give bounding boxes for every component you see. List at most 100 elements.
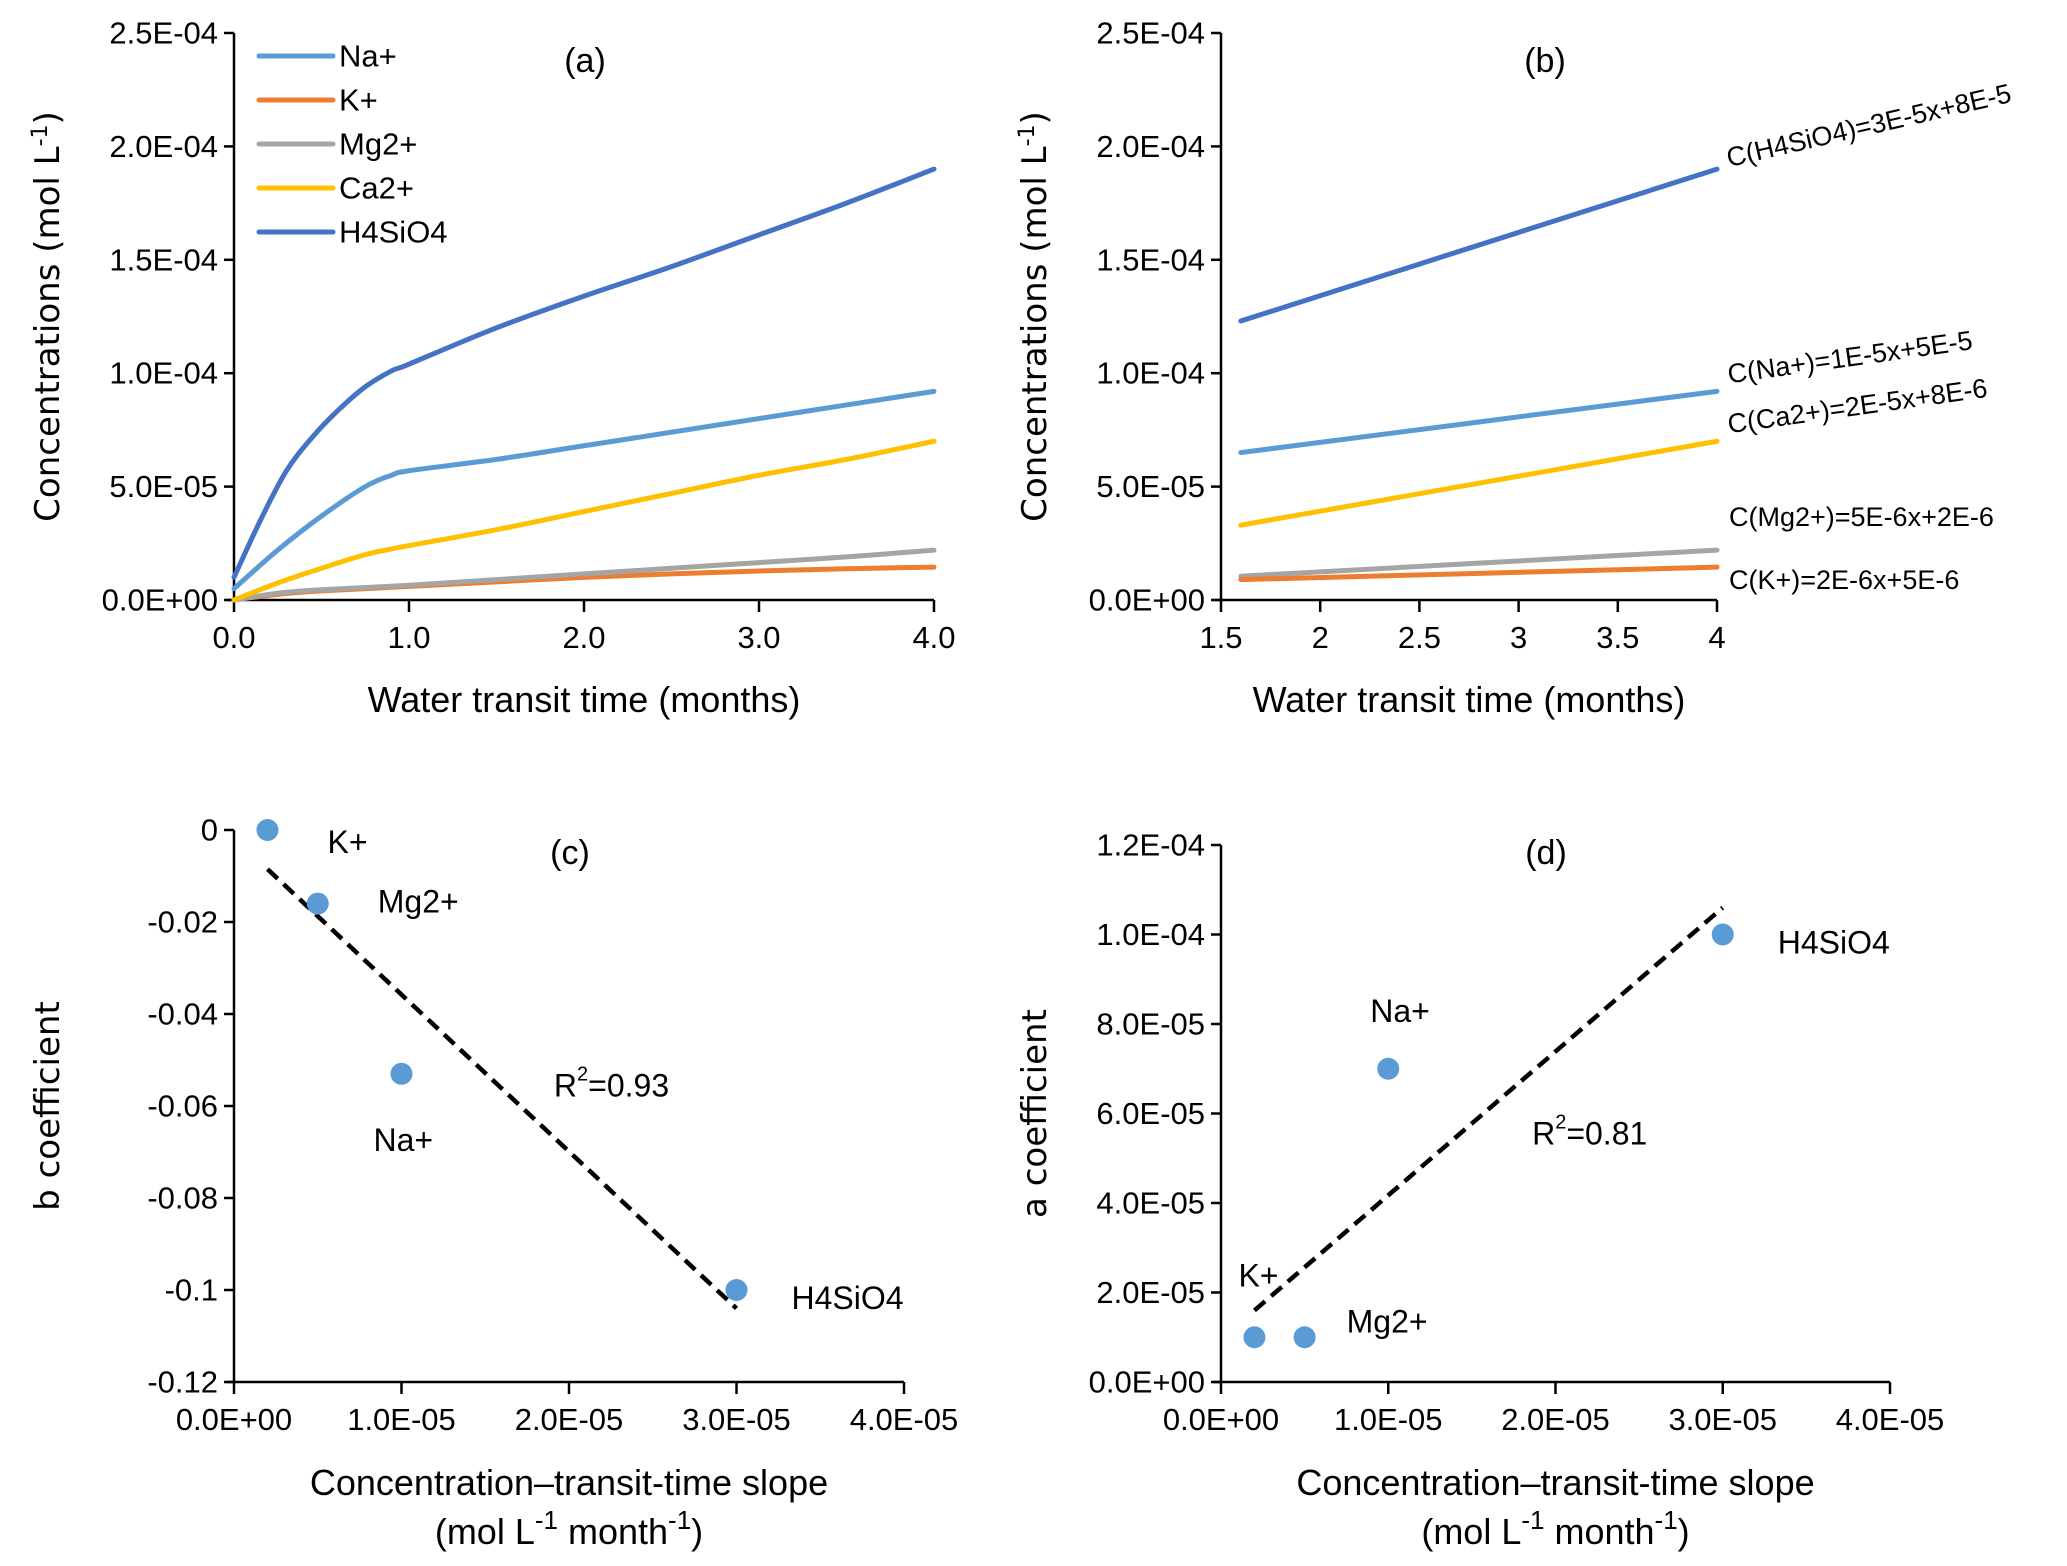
data-point-Na	[1377, 1057, 1400, 1080]
y-tick-label: 2.5E-04	[109, 16, 218, 51]
x-tick-label: 2.0E-05	[1501, 1402, 1610, 1437]
series-line-Ca2	[231, 438, 937, 603]
r-squared-label: R2=0.81	[1532, 1112, 1647, 1152]
y-tick-label: -0.04	[147, 997, 218, 1032]
panel-label: (b)	[1524, 42, 1566, 80]
panel-a: (a) 0.0E+00 5.0E-05 1.0E-04 1.5E-04 2.0E-04 2.…	[28, 16, 956, 721]
legend-entry: K+	[339, 83, 378, 118]
point-label: H4SiO4	[792, 1280, 904, 1316]
x-tick-label: 2.0	[562, 620, 605, 655]
x-tick-label: 1.0E-05	[1334, 1402, 1443, 1437]
trendline	[265, 867, 739, 1311]
y-tick-label: 1.5E-04	[1096, 242, 1205, 277]
y-tick-label: 4.0E-05	[1096, 1186, 1205, 1221]
y-tick-label: 1.2E-04	[1096, 828, 1205, 863]
y-tick-label: 0.0E+00	[1089, 583, 1205, 618]
series-line-H4SiO4	[1238, 166, 1720, 324]
x-tick-label: 4.0E-05	[1836, 1402, 1945, 1437]
legend-entry: H4SiO4	[339, 215, 448, 250]
y-tick-label: -0.02	[147, 905, 218, 940]
panel-label: (c)	[550, 834, 590, 872]
series-line-Na	[231, 388, 937, 592]
y-tick-label: -0.08	[147, 1181, 218, 1216]
x-tick-label: 1.0E-05	[347, 1402, 456, 1437]
panel-label: (a)	[564, 42, 606, 80]
x-tick-label: 0.0	[212, 620, 255, 655]
y-tick-label: 1.0E-04	[109, 356, 218, 391]
point-label: Mg2+	[378, 884, 459, 920]
series-line-K	[1238, 564, 1720, 583]
series-line-Mg2	[1238, 547, 1720, 579]
x-tick-label: 0.0E+00	[176, 1402, 292, 1437]
x-tick-label: 2.5	[1398, 620, 1441, 655]
data-point-Na	[390, 1062, 413, 1085]
data-point-Mg2	[306, 892, 329, 915]
y-tick-label: -0.1	[165, 1273, 218, 1308]
x-tick-label: 3.0E-05	[682, 1402, 791, 1437]
y-tick-label: 1.0E-04	[1096, 356, 1205, 391]
panel-d: (d) 0.0E+00 2.0E-05 4.0E-05 6.0E-05 8.0E-05 1.…	[1015, 828, 1944, 1553]
x-tick-label: 1.5	[1199, 620, 1242, 655]
point-label: Mg2+	[1347, 1303, 1428, 1339]
series-line-Na	[1238, 388, 1720, 456]
equation-label: C(Mg2+)=5E-6x+2E-6	[1729, 502, 1994, 532]
point-label: Na+	[374, 1122, 434, 1158]
legend: Na+ K+ Mg2+ Ca2+ H4SiO4	[256, 39, 448, 250]
point-label: K+	[1238, 1257, 1278, 1293]
y-tick-label: 1.0E-04	[1096, 917, 1205, 952]
y-tick-label: -0.12	[147, 1365, 218, 1400]
y-axis-title: Concentrations (mol L-1)	[1015, 111, 1056, 522]
point-label: H4SiO4	[1778, 925, 1890, 961]
y-tick-label: 0.0E+00	[102, 583, 218, 618]
y-axis-title: Concentrations (mol L-1)	[28, 111, 69, 522]
x-tick-label: 4	[1708, 620, 1725, 655]
y-tick-label: -0.06	[147, 1089, 218, 1124]
panel-b: (b) 0.0E+00 5.0E-05 1.0E-04 1.5E-04 2.0E-04 2.…	[1015, 16, 2015, 721]
x-tick-label: 4.0	[912, 620, 955, 655]
panel-c: (c) 0 -0.02 -0.04 -0.06 -0.08 -0.1 -0.120.0E+00…	[28, 813, 958, 1553]
series-line-Mg2	[231, 547, 937, 603]
x-tick-label: 3	[1510, 620, 1527, 655]
y-tick-label: 8.0E-05	[1096, 1007, 1205, 1042]
data-point-Mg2	[1293, 1326, 1316, 1349]
series-line-H4SiO4	[231, 166, 937, 580]
y-tick-label: 2.5E-04	[1096, 16, 1205, 51]
x-tick-label: 1.0	[387, 620, 430, 655]
equation-label: C(K+)=2E-6x+5E-6	[1729, 565, 1959, 595]
x-axis-title-units: (mol L-1 month-1)	[1421, 1505, 1689, 1552]
y-tick-label: 0.0E+00	[1089, 1365, 1205, 1400]
x-tick-label: 3.0	[737, 620, 780, 655]
x-tick-label: 3.0E-05	[1668, 1402, 1777, 1437]
x-tick-label: 3.5	[1596, 620, 1639, 655]
x-axis-title: Water transit time (months)	[1253, 679, 1686, 720]
y-tick-label: 1.5E-04	[109, 242, 218, 277]
y-tick-label: 2.0E-04	[109, 129, 218, 164]
x-axis-title: Water transit time (months)	[368, 679, 801, 720]
y-axis-title: a coefficient	[1015, 1009, 1055, 1218]
data-point-K	[256, 819, 279, 841]
y-tick-label: 2.0E-05	[1096, 1275, 1205, 1310]
equation-label: C(H4SiO4)=3E-5x+8E-5	[1724, 78, 2014, 173]
trendline	[1252, 905, 1725, 1313]
r-squared-label: R2=0.93	[554, 1063, 669, 1103]
y-tick-label: 2.0E-04	[1096, 129, 1205, 164]
x-tick-label: 0.0E+00	[1163, 1402, 1279, 1437]
x-axis-title-units: (mol L-1 month-1)	[435, 1505, 703, 1552]
data-point-H4SiO4	[725, 1279, 748, 1301]
data-point-H4SiO4	[1711, 923, 1734, 946]
y-axis-title: b coefficient	[28, 1001, 68, 1211]
x-tick-label: 2	[1312, 620, 1329, 655]
x-axis-title: Concentration–transit-time slope	[310, 1462, 828, 1503]
legend-entry: Ca2+	[339, 171, 414, 206]
panel-label: (d)	[1525, 834, 1567, 872]
y-tick-label: 0	[201, 813, 218, 848]
point-label: Na+	[1370, 993, 1430, 1029]
y-tick-label: 5.0E-05	[1096, 469, 1205, 504]
series-line-Ca2	[1238, 438, 1720, 528]
legend-entry: Na+	[339, 39, 397, 74]
point-label: K+	[328, 824, 368, 860]
legend-entry: Mg2+	[339, 127, 417, 162]
x-tick-label: 4.0E-05	[850, 1402, 959, 1437]
x-tick-label: 2.0E-05	[515, 1402, 624, 1437]
